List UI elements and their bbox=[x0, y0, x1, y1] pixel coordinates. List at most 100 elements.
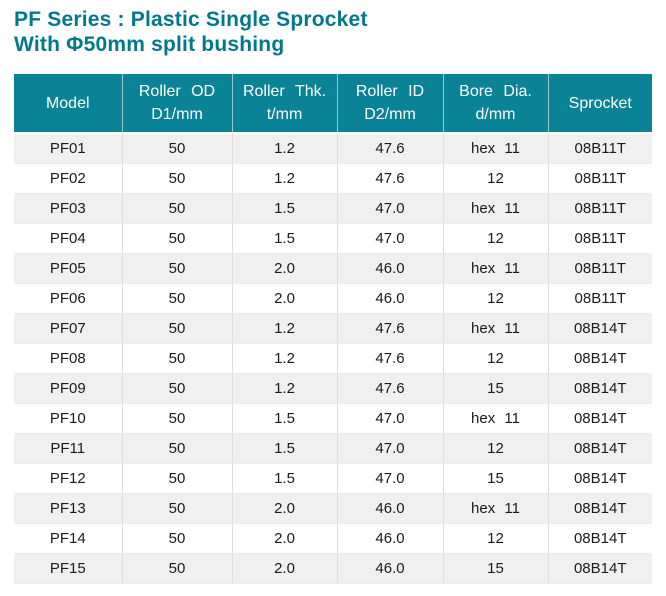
cell-bore-dia: 15 bbox=[443, 373, 549, 404]
header-cell-roller-od: Roller OD D1/mm bbox=[122, 74, 233, 134]
cell-roller-od: 50 bbox=[122, 403, 233, 434]
cell-model: PF12 bbox=[14, 463, 123, 494]
spec-table: Model Roller OD D1/mm Roller Thk. t/mm Roller… bbox=[14, 74, 652, 584]
table-row: PF03 50 1.5 47.0 hex 11 08B11T bbox=[14, 193, 652, 224]
cell-roller-thk: 2.0 bbox=[232, 283, 338, 314]
cell-model: PF15 bbox=[14, 553, 123, 584]
cell-bore-dia: 15 bbox=[443, 553, 549, 584]
table-row: PF13 50 2.0 46.0 hex 11 08B14T bbox=[14, 493, 652, 524]
cell-roller-od: 50 bbox=[122, 193, 233, 224]
table-row: PF01 50 1.2 47.6 hex 11 08B11T bbox=[14, 133, 652, 164]
cell-roller-id: 47.6 bbox=[337, 313, 444, 344]
cell-bore-dia: hex 11 bbox=[443, 133, 549, 164]
cell-roller-id: 47.0 bbox=[337, 463, 444, 494]
header-label-line1: Model bbox=[45, 94, 90, 112]
cell-roller-thk: 1.5 bbox=[232, 403, 338, 434]
header-label-line1: Roller Thk. bbox=[242, 83, 327, 100]
cell-roller-od: 50 bbox=[122, 463, 233, 494]
cell-roller-id: 46.0 bbox=[337, 253, 444, 284]
cell-bore-dia: 12 bbox=[443, 433, 549, 464]
cell-roller-od: 50 bbox=[122, 253, 233, 284]
cell-bore-dia: 12 bbox=[443, 343, 549, 374]
cell-roller-od: 50 bbox=[122, 343, 233, 374]
cell-sprocket: 08B11T bbox=[548, 283, 652, 314]
cell-roller-thk: 1.2 bbox=[232, 163, 338, 194]
cell-roller-id: 47.0 bbox=[337, 193, 444, 224]
table-row: PF11 50 1.5 47.0 12 08B14T bbox=[14, 433, 652, 464]
header-row: Model Roller OD D1/mm Roller Thk. t/mm Roller… bbox=[14, 74, 652, 134]
header-label-line1: Roller OD bbox=[138, 83, 216, 100]
cell-sprocket: 08B14T bbox=[548, 463, 652, 494]
cell-roller-thk: 1.5 bbox=[232, 223, 338, 254]
cell-model: PF10 bbox=[14, 403, 123, 434]
header-label-line2: D2/mm bbox=[364, 106, 416, 123]
cell-sprocket: 08B11T bbox=[548, 253, 652, 284]
cell-roller-id: 46.0 bbox=[337, 283, 444, 314]
cell-roller-od: 50 bbox=[122, 373, 233, 404]
header-cell-roller-thk: Roller Thk. t/mm bbox=[232, 74, 338, 134]
cell-model: PF06 bbox=[14, 283, 123, 314]
cell-sprocket: 08B14T bbox=[548, 373, 652, 404]
cell-roller-thk: 1.2 bbox=[232, 313, 338, 344]
cell-model: PF05 bbox=[14, 253, 123, 284]
cell-roller-thk: 1.2 bbox=[232, 343, 338, 374]
cell-roller-id: 46.0 bbox=[337, 493, 444, 524]
cell-model: PF03 bbox=[14, 193, 123, 224]
cell-roller-id: 47.6 bbox=[337, 373, 444, 404]
cell-roller-id: 47.6 bbox=[337, 343, 444, 374]
cell-roller-thk: 2.0 bbox=[232, 253, 338, 284]
cell-roller-od: 50 bbox=[122, 283, 233, 314]
table-row: PF06 50 2.0 46.0 12 08B11T bbox=[14, 283, 652, 314]
cell-roller-thk: 1.5 bbox=[232, 433, 338, 464]
cell-roller-id: 47.0 bbox=[337, 433, 444, 464]
cell-bore-dia: 12 bbox=[443, 223, 549, 254]
cell-roller-thk: 1.2 bbox=[232, 133, 338, 164]
cell-sprocket: 08B14T bbox=[548, 553, 652, 584]
cell-roller-id: 47.0 bbox=[337, 403, 444, 434]
cell-model: PF08 bbox=[14, 343, 123, 374]
table-row: PF07 50 1.2 47.6 hex 11 08B14T bbox=[14, 313, 652, 344]
header-label-line2: d/mm bbox=[475, 106, 516, 123]
cell-sprocket: 08B11T bbox=[548, 163, 652, 194]
cell-roller-od: 50 bbox=[122, 133, 233, 164]
cell-roller-thk: 1.5 bbox=[232, 193, 338, 224]
cell-roller-id: 47.6 bbox=[337, 163, 444, 194]
cell-roller-id: 46.0 bbox=[337, 553, 444, 584]
page-title-line2: With Φ50mm split bushing bbox=[14, 33, 285, 56]
cell-sprocket: 08B11T bbox=[548, 133, 652, 164]
cell-roller-id: 47.0 bbox=[337, 223, 444, 254]
cell-roller-thk: 2.0 bbox=[232, 553, 338, 584]
header-cell-roller-id: Roller ID D2/mm bbox=[337, 74, 444, 134]
cell-roller-thk: 2.0 bbox=[232, 523, 338, 554]
cell-roller-id: 47.6 bbox=[337, 133, 444, 164]
table-row: PF08 50 1.2 47.6 12 08B14T bbox=[14, 343, 652, 374]
table-row: PF05 50 2.0 46.0 hex 11 08B11T bbox=[14, 253, 652, 284]
cell-model: PF07 bbox=[14, 313, 123, 344]
header-cell-model: Model bbox=[14, 74, 123, 134]
header-label-line2: D1/mm bbox=[151, 106, 203, 123]
cell-roller-thk: 1.2 bbox=[232, 373, 338, 404]
cell-roller-od: 50 bbox=[122, 223, 233, 254]
table-header: Model Roller OD D1/mm Roller Thk. t/mm Roller… bbox=[14, 74, 652, 134]
header-label-line1: Sprocket bbox=[568, 94, 632, 112]
cell-sprocket: 08B14T bbox=[548, 433, 652, 464]
cell-roller-thk: 1.5 bbox=[232, 463, 338, 494]
cell-sprocket: 08B14T bbox=[548, 493, 652, 524]
cell-roller-od: 50 bbox=[122, 313, 233, 344]
cell-model: PF09 bbox=[14, 373, 123, 404]
cell-roller-id: 46.0 bbox=[337, 523, 444, 554]
cell-bore-dia: hex 11 bbox=[443, 193, 549, 224]
header-label-line1: Roller ID bbox=[355, 83, 425, 100]
cell-roller-od: 50 bbox=[122, 553, 233, 584]
cell-bore-dia: hex 11 bbox=[443, 403, 549, 434]
cell-bore-dia: hex 11 bbox=[443, 493, 549, 524]
table-row: PF09 50 1.2 47.6 15 08B14T bbox=[14, 373, 652, 404]
header-cell-bore-dia: Bore Dia. d/mm bbox=[443, 74, 549, 134]
header-cell-sprocket: Sprocket bbox=[548, 74, 652, 134]
cell-sprocket: 08B14T bbox=[548, 403, 652, 434]
cell-roller-thk: 2.0 bbox=[232, 493, 338, 524]
page-title: PF Series : Plastic Single Sprocket With… bbox=[14, 7, 368, 57]
header-label-line1: Bore Dia. bbox=[459, 83, 532, 100]
cell-bore-dia: 12 bbox=[443, 523, 549, 554]
